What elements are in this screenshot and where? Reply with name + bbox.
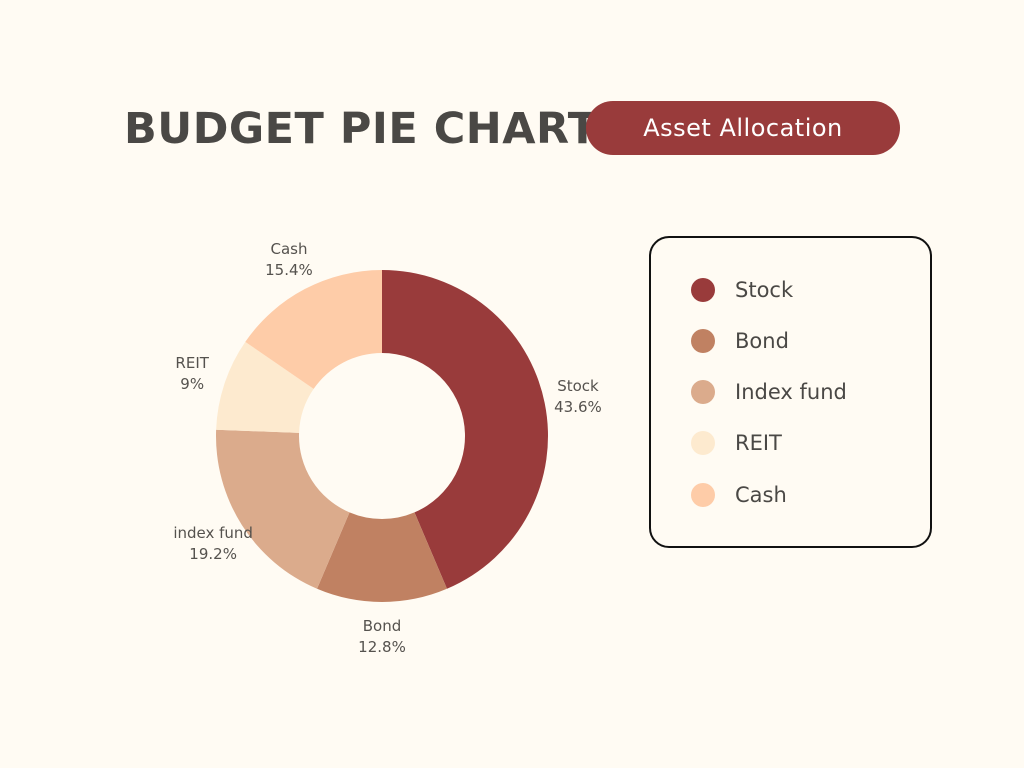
legend-swatch-stock bbox=[691, 278, 715, 302]
slice-label-cash: Cash 15.4% bbox=[265, 240, 313, 279]
legend-item-index-fund: Index fund bbox=[691, 380, 847, 404]
legend-label-bond: Bond bbox=[735, 329, 789, 353]
slice-label-reit: REIT 9% bbox=[175, 354, 209, 393]
legend-label-reit: REIT bbox=[735, 431, 782, 455]
page-title: BUDGET PIE CHART bbox=[124, 104, 598, 154]
legend-swatch-cash bbox=[691, 483, 715, 507]
slice-label-stock: Stock 43.6% bbox=[554, 377, 602, 416]
legend-label-stock: Stock bbox=[735, 278, 794, 302]
slice-label-bond: Bond 12.8% bbox=[358, 617, 406, 656]
subtitle-badge: Asset Allocation bbox=[586, 101, 900, 155]
slice-bond bbox=[317, 512, 447, 602]
legend-item-stock: Stock bbox=[691, 278, 793, 302]
slice-label-index-fund: index fund 19.2% bbox=[173, 524, 253, 563]
legend-label-index-fund: Index fund bbox=[735, 380, 847, 404]
legend-box: Stock Bond Index fund REIT Cash bbox=[649, 236, 932, 548]
legend-label-cash: Cash bbox=[735, 483, 787, 507]
slice-index-fund bbox=[216, 429, 350, 589]
slice-cash bbox=[245, 270, 382, 389]
legend-item-cash: Cash bbox=[691, 483, 787, 507]
legend-swatch-reit bbox=[691, 431, 715, 455]
legend-swatch-bond bbox=[691, 329, 715, 353]
slice-stock bbox=[382, 270, 548, 589]
legend-item-bond: Bond bbox=[691, 329, 789, 353]
slice-reit bbox=[216, 341, 314, 433]
legend-item-reit: REIT bbox=[691, 431, 782, 455]
legend-swatch-index-fund bbox=[691, 380, 715, 404]
